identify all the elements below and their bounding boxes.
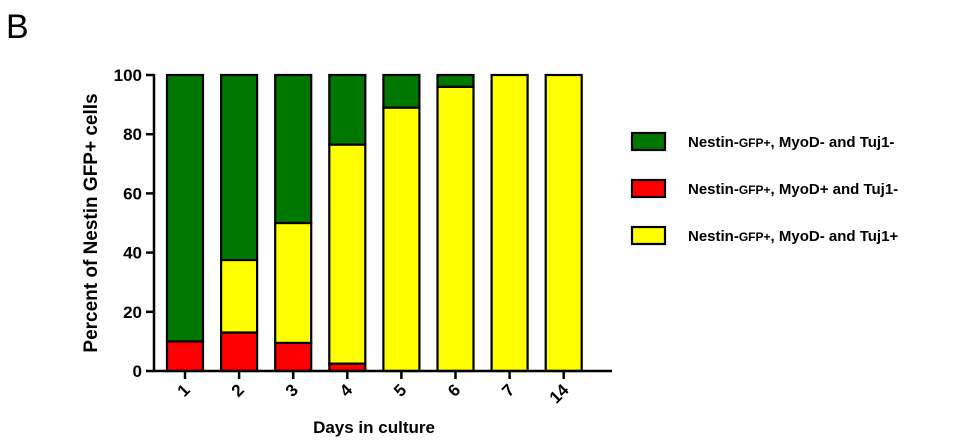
legend-label-0: Nestin-GFP+, MyoD+ and Tuj1- (688, 181, 898, 198)
y-tick-label-100: 100 (114, 66, 142, 85)
bar-segment-2-series-1 (220, 258, 259, 334)
legend-label-1: Nestin-GFP+, MyoD- and Tuj1+ (688, 228, 898, 245)
bar-segment-4-series-1 (328, 143, 367, 365)
x-tick-label-2: 2 (228, 380, 248, 400)
y-tick-label-40: 40 (123, 244, 142, 263)
plot-area: 0 20 40 60 80 100 1 2 3 4 5 6 7 14 (114, 66, 612, 407)
bar-segment-1-series-0 (165, 340, 205, 373)
bar-segment-3-series-1 (274, 221, 313, 345)
y-axis-title: Percent of Nestin GFP+ cells (81, 93, 102, 352)
x-tick-label-1: 1 (174, 380, 194, 400)
x-tick-label-6: 6 (444, 380, 464, 400)
bar-segment-14-series-1 (544, 73, 583, 373)
x-tick-label-5: 5 (390, 380, 410, 400)
panel-label: B (6, 8, 29, 46)
x-axis-title: Days in culture (313, 418, 435, 437)
x-tick-label-4: 4 (336, 380, 357, 401)
bar-segment-3-series-0 (274, 341, 313, 373)
y-tick-label-60: 60 (123, 184, 142, 203)
x-tick-label-7: 7 (498, 380, 518, 400)
x-tick-label-14: 14 (546, 380, 573, 407)
y-tick-label-20: 20 (123, 303, 142, 322)
y-tick-label-0: 0 (133, 362, 142, 381)
bar-segment-6-series-2 (436, 73, 475, 88)
bar-segment-7-series-1 (490, 73, 529, 373)
y-tick-label-80: 80 (123, 125, 142, 144)
bar-segment-2-series-0 (220, 331, 259, 373)
bar-segment-2-series-2 (220, 73, 259, 262)
legend-swatch-1 (630, 225, 667, 246)
bar-segment-6-series-1 (436, 85, 475, 373)
bar-segment-3-series-2 (274, 73, 313, 225)
legend-swatch-2 (630, 131, 667, 152)
bar-segment-4-series-2 (328, 73, 367, 146)
bar-segment-1-series-2 (165, 73, 205, 343)
legend-swatch-0 (630, 178, 667, 199)
bar-segment-5-series-2 (382, 73, 421, 109)
bar-segment-5-series-1 (382, 106, 421, 373)
legend: Nestin-GFP+, MyoD- and Tuj1- Nestin-GFP+,… (630, 131, 898, 246)
x-tick-label-3: 3 (282, 380, 302, 400)
legend-label-2: Nestin-GFP+, MyoD- and Tuj1- (688, 134, 894, 151)
